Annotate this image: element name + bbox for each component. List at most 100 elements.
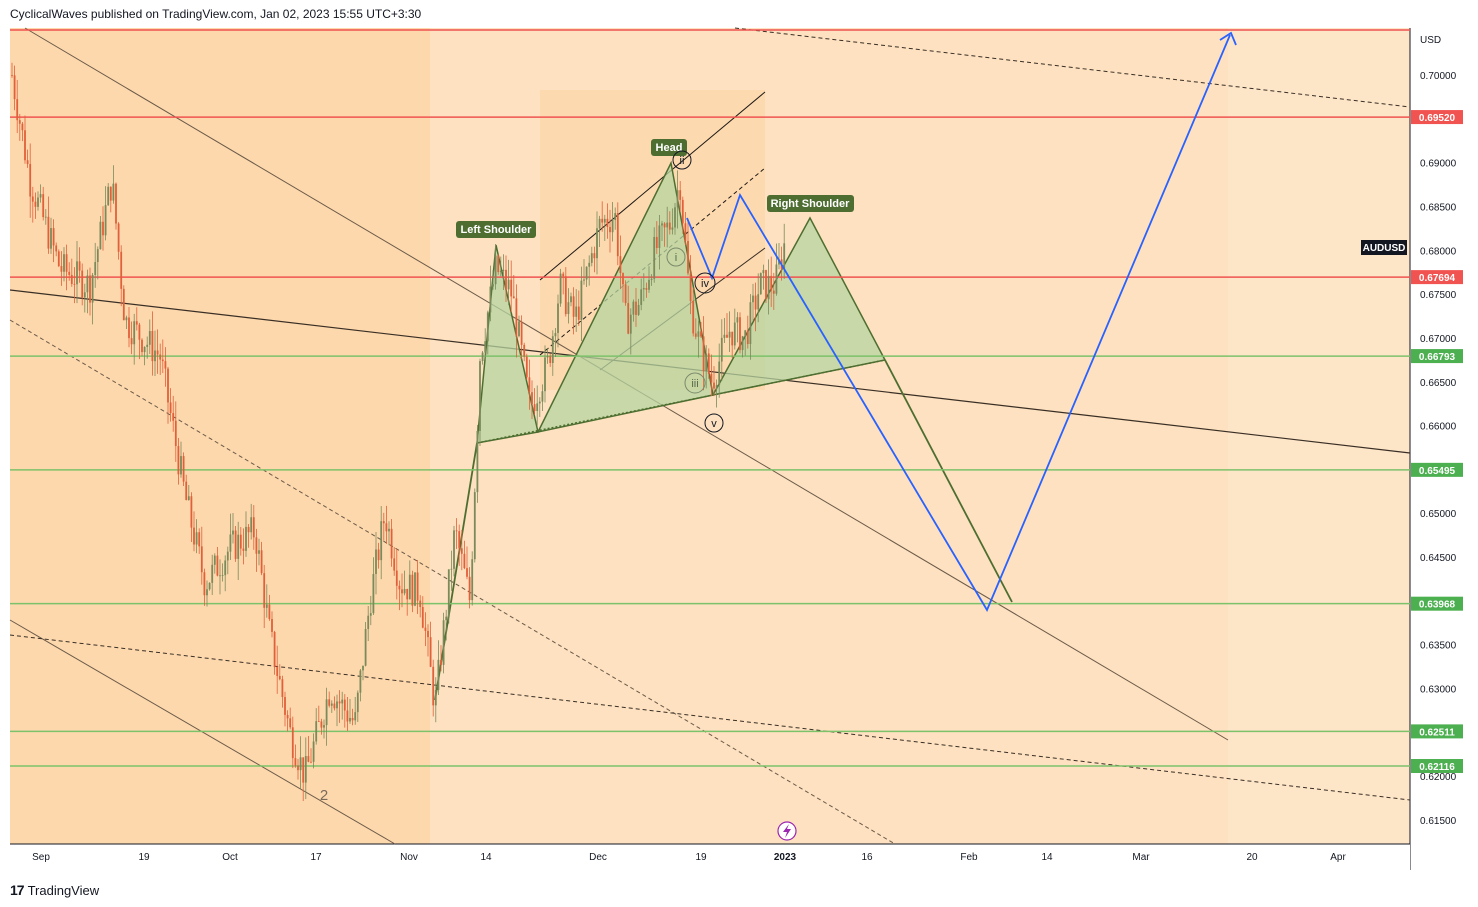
candle-body <box>434 689 437 706</box>
candle-body <box>458 531 461 549</box>
wave-label-i: i <box>666 247 686 267</box>
candle-body <box>325 699 328 726</box>
y-tick-label: 0.66500 <box>1420 378 1457 389</box>
candle-body <box>211 564 214 583</box>
rising-channel-top <box>539 91 766 281</box>
candle-body <box>73 283 76 285</box>
candle-body <box>518 321 520 337</box>
candle-body <box>284 697 286 715</box>
candle-body <box>55 245 58 252</box>
candle-body <box>668 222 671 230</box>
pattern-rise-leg <box>434 442 478 701</box>
x-tick-label: 14 <box>1041 852 1053 863</box>
y-tick-label: 0.66000 <box>1420 422 1457 433</box>
svg-text:i: i <box>675 252 677 264</box>
candle-body <box>333 703 336 709</box>
svg-text:v: v <box>711 418 717 430</box>
level-badge-label: 0.62116 <box>1419 762 1455 773</box>
candle-body <box>177 446 180 475</box>
candle-body <box>31 196 34 202</box>
x-tick-label: Feb <box>960 852 978 863</box>
candle-body <box>297 765 299 771</box>
candle-body <box>765 270 767 300</box>
candle-body <box>143 346 146 353</box>
candle-body <box>268 604 271 619</box>
candle-body <box>125 317 128 321</box>
candle-body <box>128 317 130 339</box>
candle-body <box>13 75 16 100</box>
candle-body <box>728 331 731 338</box>
candle-body <box>611 220 614 233</box>
y-tick-label: 0.63000 <box>1420 685 1457 696</box>
candle-body <box>122 288 125 321</box>
candle-body <box>336 701 338 709</box>
candle-body <box>603 218 606 223</box>
candle-body <box>705 353 708 372</box>
candle-body <box>52 228 55 246</box>
candle-body <box>590 253 593 263</box>
candle-body <box>208 582 211 590</box>
candle-body <box>200 546 203 573</box>
wave-label-ii: ii <box>672 150 692 170</box>
candle-body <box>185 481 188 500</box>
candle-body <box>635 301 637 315</box>
candle-body <box>276 667 279 677</box>
svg-text:AUDUSD: AUDUSD <box>1363 243 1406 254</box>
candle-body <box>512 296 515 299</box>
candle-body <box>473 492 476 560</box>
candle-body <box>767 275 770 300</box>
candle-body <box>655 236 658 248</box>
candle-body <box>564 276 567 315</box>
candle-body <box>372 573 375 614</box>
candle-body <box>499 270 502 273</box>
projection-arrow-head <box>1219 31 1237 46</box>
shaded-zone-right <box>1228 28 1410 844</box>
candle-body <box>312 741 315 762</box>
candle-body <box>567 302 570 315</box>
candle-body <box>658 225 661 248</box>
candle-body <box>151 331 154 362</box>
y-tick-label: 0.62000 <box>1420 772 1457 783</box>
publisher-header: CyclicalWaves published on TradingView.c… <box>10 7 422 21</box>
candle-body <box>629 314 632 334</box>
candle-body <box>57 251 60 267</box>
candle-body <box>541 391 544 402</box>
candle-body <box>174 420 177 447</box>
candle-body <box>224 560 227 576</box>
upper-dashed-trendline <box>734 27 1411 108</box>
candle-body <box>575 306 578 317</box>
lightning-icon[interactable] <box>777 821 797 841</box>
candle-body <box>679 190 682 200</box>
candle-body <box>445 616 448 621</box>
candle-body <box>203 572 206 596</box>
candle-body <box>411 574 414 606</box>
candle-body <box>650 278 653 280</box>
candle-body <box>377 549 380 561</box>
candle-body <box>239 534 242 549</box>
candle-body <box>645 288 648 290</box>
candle-body <box>159 354 162 360</box>
candle-body <box>281 679 284 698</box>
candle-body <box>489 286 492 313</box>
lower-dashed-trendline <box>9 634 1411 801</box>
candle-body <box>741 336 744 351</box>
candle-body <box>455 530 458 532</box>
x-tick-label: 19 <box>138 852 150 863</box>
x-tick-label: Oct <box>222 852 238 863</box>
tradingview-brand: TradingView <box>27 882 100 898</box>
candle-body <box>720 337 723 362</box>
y-tick-label: 0.67500 <box>1420 290 1457 301</box>
candle-body <box>484 341 487 353</box>
x-tick-label: Mar <box>1132 852 1150 863</box>
candle-body <box>637 304 640 315</box>
candle-body <box>502 269 505 271</box>
candle-body <box>50 228 52 249</box>
candle-body <box>247 526 250 533</box>
candle-body <box>398 585 401 590</box>
candle-body <box>265 604 268 608</box>
candle-body <box>710 373 713 383</box>
candle-body <box>112 183 115 201</box>
left-shoulder-triangle <box>476 244 539 444</box>
candle-body <box>193 527 195 545</box>
